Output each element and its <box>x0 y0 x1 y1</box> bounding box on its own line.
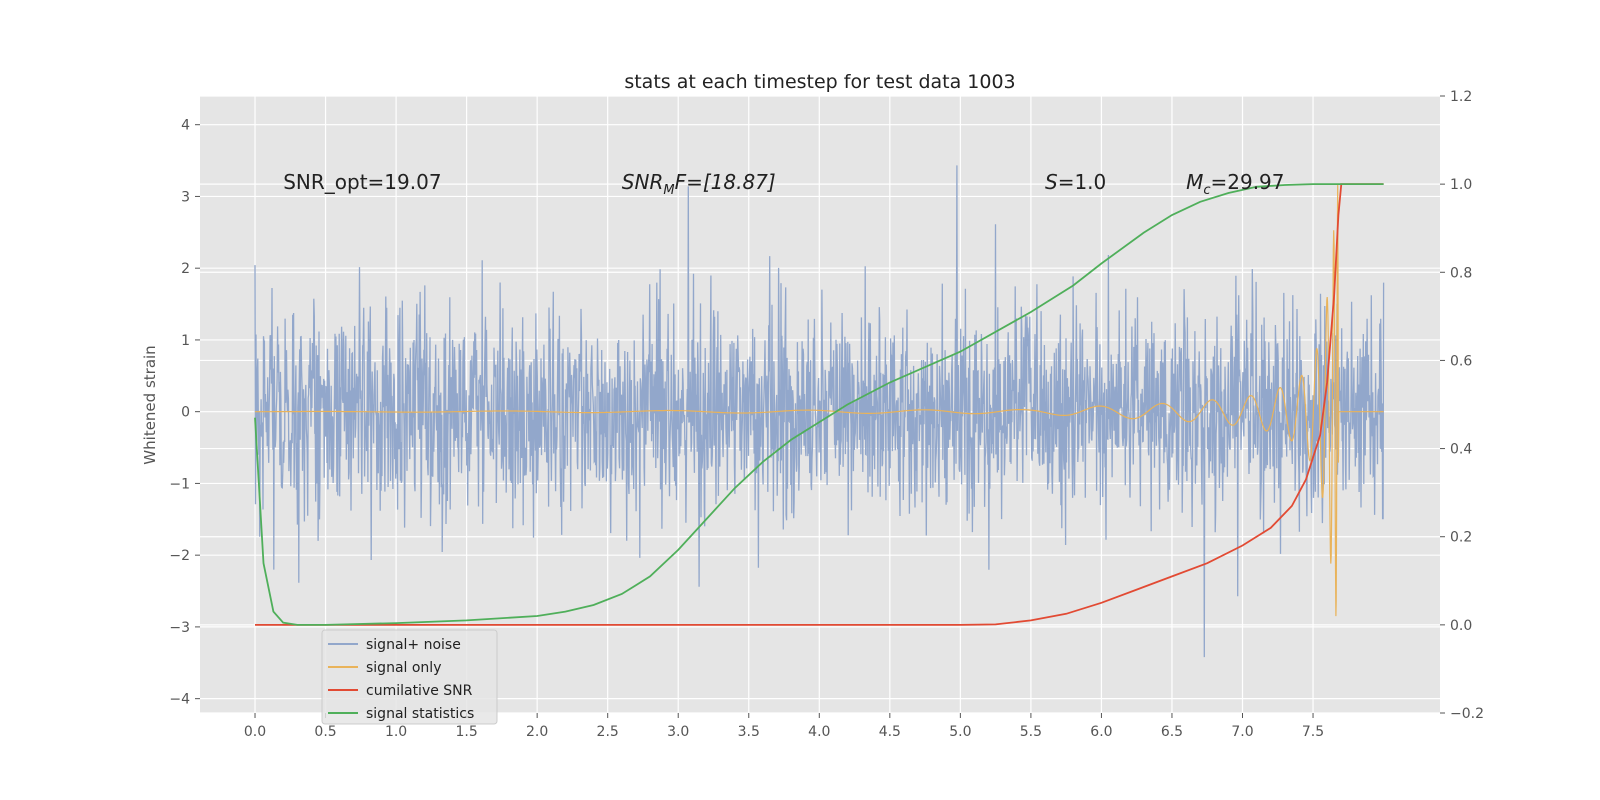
annotations: SNR_opt=19.07 SNRMF=[18.87] S=1.0 Mc=29.97 <box>283 170 1284 198</box>
annotation-snr-mf: SNRMF=[18.87] <box>622 170 776 198</box>
x-tick-label: 1.0 <box>385 724 407 740</box>
y2-tick-label: −0.2 <box>1450 706 1484 722</box>
y-tick-label: 2 <box>181 261 190 277</box>
x-tick-label: 1.5 <box>455 724 477 740</box>
annotation-value: F=[18.87] <box>675 170 776 194</box>
y2-tick-label: 0.6 <box>1450 353 1472 369</box>
legend-label: signal statistics <box>366 706 474 722</box>
y-tick-label: 0 <box>181 405 190 421</box>
x-tick-label: 2.5 <box>597 724 619 740</box>
annotation-value: =29.97 <box>1210 170 1284 194</box>
x-tick-label: 0.0 <box>244 724 266 740</box>
chart-title: stats at each timestep for test data 100… <box>624 71 1015 93</box>
annotation-main: M <box>1186 170 1203 194</box>
annotation-snr-opt: SNR_opt=19.07 <box>283 170 441 194</box>
y-axis-label: Whitened strain <box>141 345 159 464</box>
annotation-subscript: c <box>1203 183 1210 198</box>
annotation-subscript: M <box>663 183 674 198</box>
y2-tick-label: 0.4 <box>1450 442 1472 458</box>
y-tick-label: −2 <box>169 548 190 564</box>
x-tick-label: 2.0 <box>526 724 548 740</box>
y-tick-label: −3 <box>169 620 190 636</box>
y-tick-label: −4 <box>169 692 190 708</box>
legend-label: cumilative SNR <box>366 683 473 699</box>
signal-noise-line <box>254 165 1385 658</box>
line-series <box>254 183 1384 626</box>
annotation-mc-value: Mc=29.97 <box>1186 170 1284 198</box>
signal-statistics-line <box>254 183 1384 626</box>
legend-label: signal+ noise <box>366 637 461 653</box>
x-tick-label: 3.5 <box>738 724 760 740</box>
y-tick-label: 3 <box>181 189 190 205</box>
annotation-value: =1.0 <box>1058 170 1107 194</box>
x-tick-label: 4.5 <box>879 724 901 740</box>
x-tick-label: 5.5 <box>1020 724 1042 740</box>
y2-tick-label: 1.2 <box>1450 89 1472 105</box>
annotation-main: SNR <box>622 170 664 194</box>
y2-tick-label: 0.2 <box>1450 530 1472 546</box>
annotation-main: SNR_opt=19.07 <box>283 170 441 194</box>
signal-only-line <box>255 184 1384 617</box>
signal-noise-series <box>254 165 1385 658</box>
annotation-main: S <box>1045 170 1058 194</box>
y-tick-label: −1 <box>169 476 190 492</box>
x-tick-label: 5.0 <box>949 724 971 740</box>
y2-tick-label: 0.8 <box>1450 265 1472 281</box>
x-tick-label: 6.0 <box>1090 724 1112 740</box>
y2-tick-label: 0.0 <box>1450 618 1472 634</box>
y-tick-label: 4 <box>181 118 190 134</box>
x-tick-label: 4.0 <box>808 724 830 740</box>
y2-tick-label: 1.0 <box>1450 177 1472 193</box>
signal-only-series <box>255 184 1384 617</box>
y-tick-label: 1 <box>181 333 190 349</box>
x-tick-label: 6.5 <box>1161 724 1183 740</box>
annotation-s-value: S=1.0 <box>1045 170 1106 194</box>
x-tick-label: 3.0 <box>667 724 689 740</box>
x-tick-label: 7.5 <box>1302 724 1324 740</box>
legend-box <box>321 629 498 725</box>
legend: signal+ noise signal only cumilative SNR si… <box>321 629 498 725</box>
legend-label: signal only <box>366 660 441 676</box>
x-tick-label: 7.0 <box>1231 724 1253 740</box>
axes: 0.0 0.5 1.0 1.5 2.0 2.5 3.0 3.5 4.0 4.5 5.0 5.5 6.0 6… <box>169 89 1484 740</box>
cumulative-snr-line <box>255 183 1384 626</box>
x-tick-label: 0.5 <box>314 724 336 740</box>
